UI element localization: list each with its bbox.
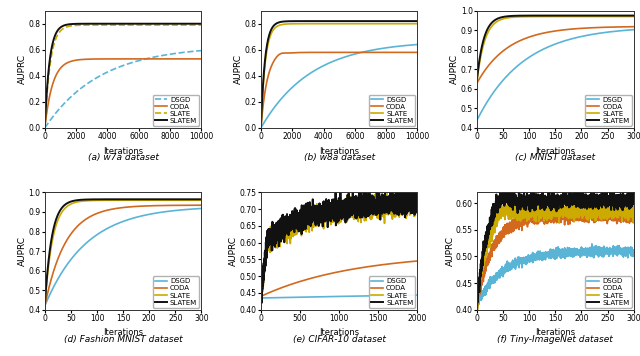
Text: (f) Tiny-ImageNet dataset: (f) Tiny-ImageNet dataset [497,335,613,344]
Text: (a) w7a dataset: (a) w7a dataset [88,153,159,162]
Y-axis label: AUPRC: AUPRC [451,54,460,84]
Y-axis label: AUPRC: AUPRC [18,54,27,84]
Text: (c) MNIST dataset: (c) MNIST dataset [515,153,595,162]
X-axis label: Iterations: Iterations [103,147,143,156]
Legend: DSGD, CODA, SLATE, SLATEM: DSGD, CODA, SLATE, SLATEM [152,276,199,308]
X-axis label: Iterations: Iterations [103,329,143,337]
X-axis label: Iterations: Iterations [319,147,359,156]
Legend: DSGD, CODA, SLATE, SLATEM: DSGD, CODA, SLATE, SLATEM [152,95,199,126]
Text: (e) CIFAR-10 dataset: (e) CIFAR-10 dataset [292,335,386,344]
Y-axis label: AUPRC: AUPRC [229,236,238,266]
Text: (d) Fashion MNIST dataset: (d) Fashion MNIST dataset [64,335,182,344]
X-axis label: Iterations: Iterations [535,329,575,337]
Legend: DSGD, CODA, SLATE, SLATEM: DSGD, CODA, SLATE, SLATEM [369,276,415,308]
Legend: DSGD, CODA, SLATE, SLATEM: DSGD, CODA, SLATE, SLATEM [369,95,415,126]
Y-axis label: AUPRC: AUPRC [445,236,454,266]
Y-axis label: AUPRC: AUPRC [234,54,243,84]
Y-axis label: AUPRC: AUPRC [18,236,27,266]
Legend: DSGD, CODA, SLATE, SLATEM: DSGD, CODA, SLATE, SLATEM [585,276,632,308]
X-axis label: Iterations: Iterations [319,329,359,337]
X-axis label: Iterations: Iterations [535,147,575,156]
Text: (b) w8a dataset: (b) w8a dataset [303,153,375,162]
Legend: DSGD, CODA, SLATE, SLATEM: DSGD, CODA, SLATE, SLATEM [585,95,632,126]
